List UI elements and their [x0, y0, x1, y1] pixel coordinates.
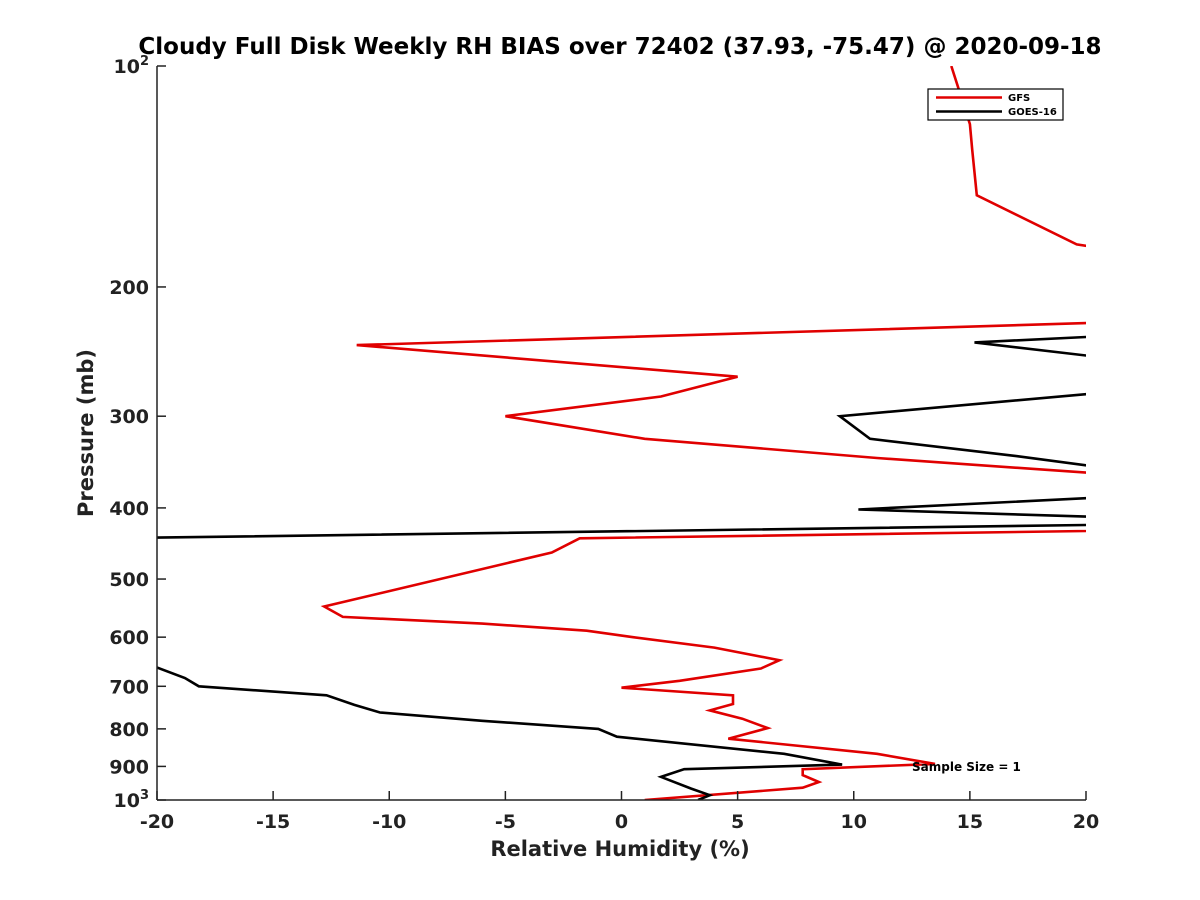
series-line-gfs [320, 66, 1086, 800]
legend-label: GFS [1008, 93, 1030, 104]
sample-size-annotation: Sample Size = 1 [912, 760, 1021, 774]
y-tick-label: 800 [109, 719, 149, 741]
legend-label: GOES-16 [1008, 107, 1057, 118]
y-axis-label: Pressure (mb) [74, 349, 98, 517]
y-tick-label: 500 [109, 569, 149, 591]
chart-title: Cloudy Full Disk Weekly RH BIAS over 724… [138, 34, 1101, 60]
x-tick-label: -5 [495, 811, 516, 833]
y-tick-label: 400 [109, 498, 149, 520]
x-tick-label: 20 [1073, 811, 1099, 833]
x-tick-label: -15 [256, 811, 290, 833]
x-tick-label: 15 [957, 811, 983, 833]
x-axis-label: Relative Humidity (%) [490, 837, 749, 861]
y-tick-label: 200 [109, 277, 149, 299]
y-tick-label: 900 [109, 756, 149, 778]
y-tick-label: 300 [109, 406, 149, 428]
legend: GFS GOES-16 [927, 88, 1064, 121]
y-tick-label: 700 [109, 676, 149, 698]
x-tick-label: 0 [615, 811, 628, 833]
series-line-goes-16 [157, 335, 1086, 800]
x-tick-label: -10 [372, 811, 406, 833]
x-tick-label: 10 [841, 811, 867, 833]
x-tick-label: 5 [731, 811, 744, 833]
series-layer [157, 66, 1086, 800]
y-tick-label: 103 [114, 788, 150, 812]
y-tick-label: 600 [109, 627, 149, 649]
y-tick-label: 102 [114, 54, 150, 78]
x-tick-label: -20 [140, 811, 174, 833]
legend-box [927, 88, 1064, 121]
axes-layer: -20 -15 -10 -5 0 5 10 15 20 102 200 300 400 500 600 700… [109, 54, 1099, 833]
